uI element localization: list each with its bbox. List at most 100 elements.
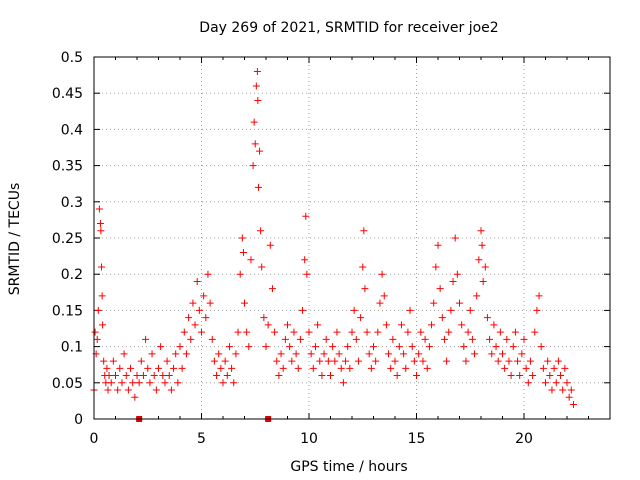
data-point [256, 147, 264, 155]
data-point [258, 263, 266, 271]
y-tick-label: 0.1 [61, 340, 83, 356]
data-point [99, 321, 107, 329]
data-point [292, 350, 300, 358]
data-point [462, 357, 470, 365]
data-point [161, 379, 169, 387]
data-point [432, 263, 440, 271]
data-point [395, 343, 403, 351]
data-point [142, 335, 150, 343]
data-point [185, 314, 193, 322]
data-point [262, 343, 270, 351]
data-point [404, 328, 412, 336]
x-tick-label: 10 [300, 431, 318, 447]
data-point [417, 328, 425, 336]
data-point [213, 372, 221, 380]
data-point [557, 372, 565, 380]
data-point [419, 357, 427, 365]
data-point [311, 343, 319, 351]
data-point [473, 292, 481, 300]
data-point [172, 350, 180, 358]
data-point [320, 350, 328, 358]
data-point [531, 328, 539, 336]
data-point [127, 364, 135, 372]
data-point [335, 350, 343, 358]
data-point [492, 343, 500, 351]
data-point [481, 263, 489, 271]
data-point [496, 328, 504, 336]
data-point [279, 364, 287, 372]
data-point [120, 350, 128, 358]
data-point [483, 314, 491, 322]
data-point [243, 328, 251, 336]
data-point [318, 372, 326, 380]
data-point [109, 357, 117, 365]
data-point [449, 277, 457, 285]
data-point [471, 350, 479, 358]
data-point [139, 372, 147, 380]
data-point [150, 372, 158, 380]
data-point [152, 386, 160, 394]
data-point [342, 357, 350, 365]
y-tick-label: 0.4 [61, 122, 83, 138]
data-point [307, 350, 315, 358]
data-point [324, 357, 332, 365]
data-point [250, 118, 258, 126]
data-point [509, 343, 517, 351]
y-tick-label: 0.3 [61, 195, 83, 211]
data-point [215, 350, 223, 358]
data-point [98, 292, 106, 300]
data-point [245, 343, 253, 351]
data-point [268, 285, 276, 293]
data-point [565, 393, 573, 401]
data-point [460, 343, 468, 351]
data-point [445, 328, 453, 336]
data-point [253, 67, 261, 75]
data-point [299, 306, 307, 314]
data-point [105, 372, 113, 380]
data-point [479, 277, 487, 285]
data-point [359, 263, 367, 271]
data-point [180, 328, 188, 336]
data-point [329, 343, 337, 351]
data-point [257, 227, 265, 235]
data-point [415, 350, 423, 358]
data-point [385, 350, 393, 358]
data-point [548, 386, 556, 394]
data-point [374, 328, 382, 336]
data-point [389, 335, 397, 343]
data-point [475, 256, 483, 264]
data-point [533, 306, 541, 314]
data-point [486, 335, 494, 343]
data-point [567, 386, 575, 394]
data-point [97, 227, 105, 235]
data-point [524, 379, 532, 387]
data-point [490, 321, 498, 329]
data-point [391, 357, 399, 365]
data-point [204, 270, 212, 278]
data-point [372, 357, 380, 365]
data-point [413, 372, 420, 380]
data-point [499, 350, 506, 358]
data-point [456, 299, 463, 307]
data-point [247, 256, 255, 264]
data-point [210, 357, 218, 365]
data-point [393, 372, 401, 380]
data-point [402, 364, 410, 372]
data-point [124, 386, 132, 394]
data-point [522, 364, 530, 372]
data-point [266, 241, 274, 249]
data-point [539, 364, 547, 372]
data-point [400, 350, 408, 358]
data-point [129, 379, 137, 387]
data-point [408, 343, 416, 351]
data-point [302, 212, 310, 220]
data-point [202, 314, 210, 322]
data-point [544, 357, 552, 365]
data-point [425, 343, 433, 351]
data-point [464, 328, 472, 336]
data-point [228, 364, 236, 372]
data-point [114, 386, 122, 394]
data-points [90, 67, 577, 409]
data-point [234, 328, 242, 336]
